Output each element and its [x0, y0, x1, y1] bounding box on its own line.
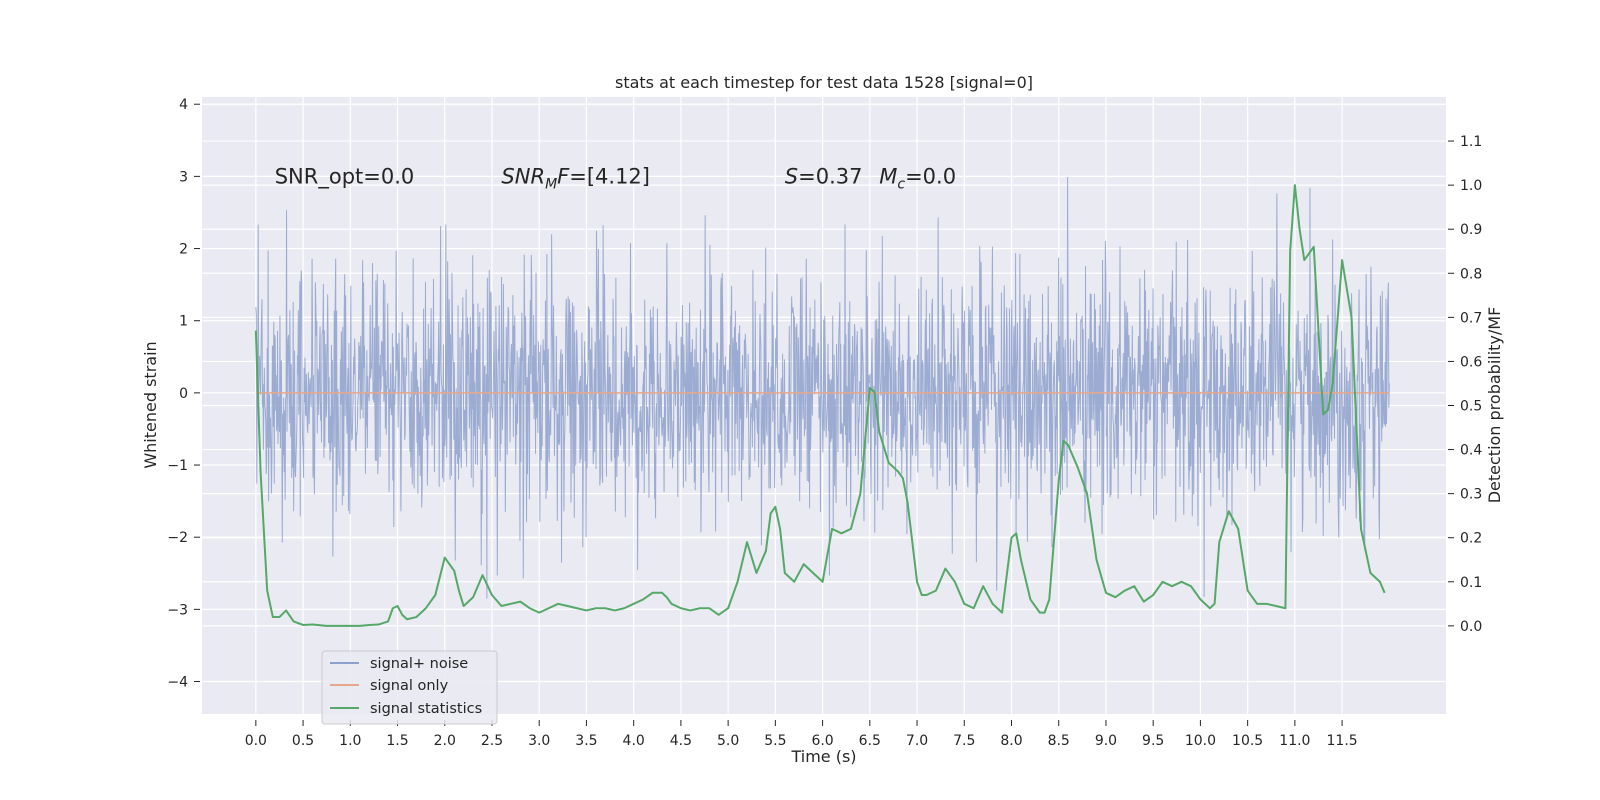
annotation-3: Mc=0.0 [879, 164, 956, 192]
x-tick-label: 6.5 [859, 733, 881, 749]
x-tick-label: 7.5 [953, 733, 975, 749]
y2-tick-label: 0.7 [1460, 310, 1482, 326]
annotations: SNR_opt=0.0 SNRMF=[4.12] S=0.37 Mc=0.0 [275, 164, 956, 192]
legend-label-signal-only: signal only [370, 678, 449, 694]
x-tick-label: 8.5 [1048, 733, 1070, 749]
y2-tick-label: 0.8 [1460, 266, 1482, 282]
legend-label-signal-noise: signal+ noise [370, 656, 468, 672]
x-tick-label: 10.0 [1185, 733, 1216, 749]
x-tick-label: 0.0 [245, 733, 267, 749]
legend-frame [321, 650, 498, 725]
y2-tick-label: 0.1 [1460, 575, 1482, 591]
y-tick-label: 2 [179, 242, 188, 258]
x-tick-label: 11.0 [1279, 733, 1310, 749]
x-tick-label: 7.0 [906, 733, 928, 749]
x-tick-label: 10.5 [1232, 733, 1263, 749]
y-tick-label: −1 [167, 458, 188, 474]
y2-tick-label: 1.1 [1460, 134, 1482, 150]
x-tick-label: 6.0 [811, 733, 833, 749]
y2-tick-label: 0.3 [1460, 487, 1482, 503]
y2-tick-label: 0.6 [1460, 354, 1482, 370]
chart-title: stats at each timestep for test data 152… [615, 73, 1033, 92]
y2-tick-label: 0.5 [1460, 399, 1482, 415]
annotation-1: SNRMF=[4.12] [501, 164, 650, 192]
x-tick-label: 3.5 [575, 733, 597, 749]
series-signal-noise [255, 177, 1390, 599]
x-tick-label: 4.0 [623, 733, 645, 749]
noise-line [255, 177, 1390, 599]
y2-tick-label: 1.0 [1460, 178, 1482, 194]
y-tick-label: −2 [167, 530, 188, 546]
annotation-2: S=0.37 [785, 164, 863, 188]
x-tick-label: 9.5 [1142, 733, 1164, 749]
x-tick-label: 5.0 [717, 733, 739, 749]
ticks: 0.0 0.5 1.0 1.5 2.0 2.5 3.0 3.5 4.0 4.5 5.0 5.5 6.0 6… [167, 97, 1482, 749]
y-tick-label: 0 [179, 386, 188, 402]
x-tick-label: 9.0 [1095, 733, 1117, 749]
x-tick-label: 2.5 [481, 733, 503, 749]
y2-tick-label: 0.9 [1460, 222, 1482, 238]
x-axis-label: Time (s) [790, 747, 856, 766]
x-tick-label: 3.0 [528, 733, 550, 749]
x-tick-label: 1.5 [386, 733, 408, 749]
y-tick-label: 3 [179, 169, 188, 185]
y-tick-label: −3 [167, 602, 188, 618]
x-tick-label: 2.0 [434, 733, 456, 749]
x-tick-label: 0.5 [292, 733, 314, 749]
series-signal-statistics [254, 184, 1386, 627]
x-tick-label: 8.0 [1000, 733, 1022, 749]
y2-tick-label: 0.2 [1460, 531, 1482, 547]
signal-statistics-line [254, 184, 1386, 627]
y2-tick-label: 0.0 [1460, 619, 1482, 635]
legend: signal+ noise signal only signal statist… [321, 650, 498, 725]
x-tick-label: 5.5 [764, 733, 786, 749]
annotation-0: SNR_opt=0.0 [275, 164, 415, 189]
y-tick-label: 1 [179, 314, 188, 330]
x-tick-label: 11.5 [1327, 733, 1358, 749]
x-tick-label: 4.5 [670, 733, 692, 749]
legend-label-signal-statistics: signal statistics [370, 701, 482, 717]
y2-axis-label: Detection probability/MF [1485, 307, 1504, 504]
y2-tick-label: 0.4 [1460, 443, 1482, 459]
y-axis-label: Whitened strain [141, 341, 160, 468]
y-tick-label: 4 [179, 97, 188, 113]
x-tick-label: 1.0 [339, 733, 361, 749]
y-tick-label: −4 [167, 675, 188, 691]
